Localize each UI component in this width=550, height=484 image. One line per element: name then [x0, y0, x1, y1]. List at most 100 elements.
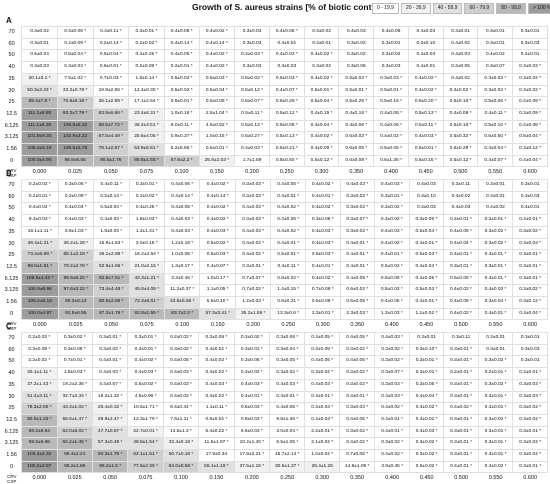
table-cell: 0.3±0.02 * [477, 355, 514, 369]
table-cell: 0.5±0.03 * [408, 249, 445, 262]
table-cell: 70.5±6.18 * [56, 96, 94, 109]
table-cell: 20.1±3.1 * [21, 72, 58, 86]
table-cell: 0.5±0.02 * [338, 131, 375, 145]
table-cell: 0.4±0.01 * [198, 343, 235, 357]
table-cell: 0.2±0.02 * [21, 179, 59, 192]
table-row: 40 26.1±1.11 * 1.5±0.03 * 0.4±0.03 * 0.4±0.0… [2, 367, 548, 380]
table-cell: 0.4±0.03 * [407, 131, 444, 145]
table-cell: 6.5±1.05 * [269, 437, 306, 451]
table-cell: 88.5±7.72 * [92, 119, 130, 133]
table-cell: 0.4±0.01 * [304, 390, 340, 404]
table-cell: 0.4±0.01 * [270, 237, 306, 251]
table-cell: 0.5±0.04 * [56, 49, 94, 63]
table-cell: 0.3±0.01 * [443, 260, 479, 274]
table-row: 35 20.1±3.1 * 7.5±1.02 * 0.7±0.03 * 1.8±0.14… [2, 72, 548, 86]
table-cell: 0.5±0.04 * [93, 202, 130, 216]
table-cell: 0.3±0.02 * [512, 413, 548, 427]
table-cell: 0.4±0.01 [268, 37, 305, 51]
axis-corner: CRV CXP [2, 167, 22, 178]
table-cell: 0.3±0.02 * [512, 284, 548, 298]
table-row: 6.125 109.5±1.42 * 99.9±8.20 * 82.8±7.51 * 4… [2, 272, 548, 286]
table-cell: 106.5±5.78 [56, 143, 94, 156]
table-cell: 1.3±0.17 * [163, 260, 201, 274]
table-cell: 53.9±6.61 * [128, 143, 165, 156]
table-cell: 0.4±0.06 * [56, 26, 94, 39]
table-cell: 35.2±1.59 * [234, 307, 272, 321]
table-row: 30 50.3±3.43 * 33.2±0.78 * 19.9±2.96 * 12.4±… [2, 84, 548, 98]
table-cell: 0.5±0.01 * [338, 84, 375, 98]
row-label: 12.5 [6, 263, 17, 270]
table-cell: 0.3±0.02 * [374, 355, 410, 369]
row-label: 1.56 [6, 299, 17, 306]
table-cell: 111.1±6.80 [21, 107, 58, 121]
column-label: 0.250 [279, 169, 294, 176]
table-cell: 0.4±0.01 * [270, 190, 306, 204]
column-label: 0.200 [246, 322, 261, 329]
table-cell: 0.3±0.01 * [443, 355, 479, 369]
table-row: 12.5 90.0±1.25 * 55.6±1.47 * 28.8±2.47 * 12.… [2, 413, 548, 427]
table-cell: 0.4±0.05 * [304, 355, 340, 369]
table-cell: 19.9±2.96 * [92, 84, 130, 98]
column-label: 0.450 [419, 322, 434, 329]
table-row: 50 0.4±0.04 * 0.4±0.04 * 0.5±0.04 * 0.4±0.25… [2, 202, 548, 216]
table-cell: 0.5±0.09 * [304, 296, 341, 309]
table-cell: 0.4±0.05 * [270, 179, 306, 192]
table-cell: 0.3±0.02 * [233, 332, 271, 345]
table-cell: 0.4±0.04 * [477, 143, 514, 156]
table-cell: 0.6±0.29 * [442, 143, 479, 156]
table-cell: 0.9±0.37 * [163, 131, 200, 145]
table-cell: 0.3±0.02 * [408, 449, 445, 462]
table-cell: 9.6±1.36 * [269, 413, 306, 427]
table-cell: 0.3±0.06 * [269, 332, 306, 345]
table-cell: 0.3±0.10 [407, 37, 444, 51]
row-label: 40 [8, 370, 15, 377]
table-cell: 45.8±4.08 * [128, 284, 165, 298]
table-cell: 0.2±0.02 * [21, 332, 58, 345]
table-cell: 0.3±0.02 * [408, 437, 445, 451]
table-cell: 22.7±0.01 * [127, 425, 164, 439]
table-cell: 0.3±0.01 * [512, 460, 548, 474]
table-cell: 0.4±0.14 * [198, 37, 236, 51]
table-cell: 0.6±0.07 * [234, 96, 270, 109]
table-cell: 15.9±1.63 * [93, 237, 130, 251]
table-cell: 0.4±0.01 * [408, 237, 445, 251]
table-cell: 93.2±7.78 * [56, 107, 94, 121]
table-cell: 0.4±0.11 * [93, 179, 130, 192]
table-cell: 0.4±0.15 * [303, 107, 340, 121]
table-cell: 0.5±0.16 * [442, 119, 479, 133]
table-cell: 0.4±0.01 * [443, 249, 479, 262]
table-cell: 0.3±0.08 [338, 61, 375, 74]
table-cell: 0.4±0.03 * [269, 378, 306, 392]
table-cell: 0.4±0.04 * [512, 154, 548, 168]
table-cell: 1.0±0.08 * [163, 249, 201, 262]
column-label: 0.150 [209, 169, 224, 176]
table-cell: 0.4±0.02 [303, 26, 340, 39]
table-cell: 0.5±0.12 * [268, 107, 305, 121]
table-cell: 0.5±0.04 [21, 49, 58, 63]
table-cell: 0.4±0.05 * [443, 225, 479, 239]
table-cell: 0.5±0.01 * [407, 143, 444, 156]
table-cell: 0.4±0.03 [408, 179, 445, 192]
table-cell: 0.3±0.02 * [512, 84, 548, 98]
table-cell: 0.3±0.03 * [338, 402, 376, 415]
row-label: 0 [10, 310, 14, 317]
table-cell: 67.5±4.48 * [92, 131, 130, 145]
table-cell: 0.3±0.03 * [374, 378, 410, 392]
table-cell: 87.3±1.76 * [93, 307, 130, 321]
column-label: 0.000 [32, 475, 47, 482]
table-cell: 0.4±0.03 * [234, 225, 272, 239]
table-cell: 1.1±0.11 * [198, 402, 235, 415]
row-label: 40 [8, 217, 15, 224]
column-label: 0.100 [174, 475, 188, 482]
table-cell: 28.8±2.47 * [91, 413, 129, 427]
table-cell: 0.3±0.03 * [304, 402, 340, 415]
table-cell: 77.6±2.39 * [127, 460, 164, 474]
table-cell: 100.0±3.97 [21, 460, 58, 474]
column-label: 0.250 [281, 322, 296, 329]
table-cell: 0.4±0.02 * [373, 131, 409, 145]
table-cell: 0.3±0.06 * [304, 214, 341, 227]
table-cell: 0.7±0.06 * [338, 449, 376, 462]
column-label: 0.025 [68, 322, 83, 329]
table-cell: 0.4±0.03 * [199, 225, 236, 239]
table-cell: 0.4±0.03 * [304, 378, 340, 392]
